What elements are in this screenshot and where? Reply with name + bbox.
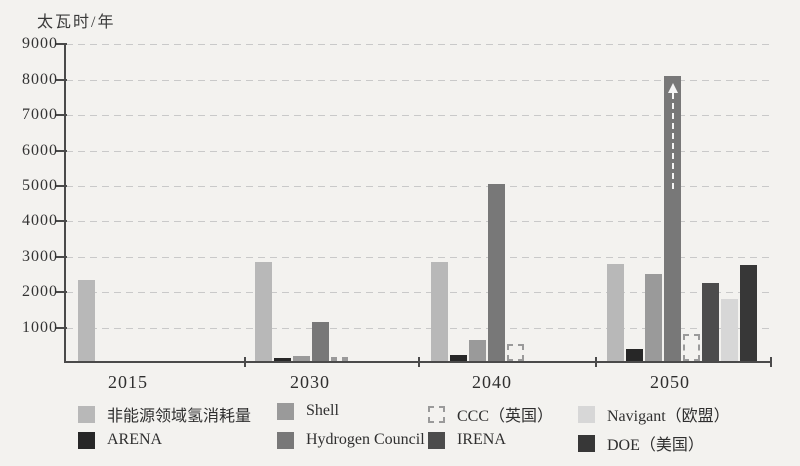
gridline <box>66 115 770 117</box>
bar-ARENA-2030 <box>273 358 291 361</box>
legend-label: DOE（美国） <box>607 437 704 454</box>
legend-label: 非能源领域氢消耗量 <box>107 408 252 425</box>
bar-ARENA-2040 <box>449 354 467 361</box>
legend-swatch-icon <box>277 402 294 420</box>
legend-swatch-icon <box>428 431 445 449</box>
bar-Navigant（欧盟）-2050 <box>721 299 738 361</box>
y-tick-label: 5000 <box>22 177 58 194</box>
bar-ARENA-2050 <box>626 348 643 361</box>
bar-DOE（美国）-2050 <box>740 265 757 361</box>
legend-swatch-icon <box>78 431 95 449</box>
bar-非能源领域氢消耗量-2050 <box>607 263 624 361</box>
gridline <box>66 186 770 187</box>
bar-CCC（英国）-2040 <box>506 344 524 361</box>
legend-label: CCC（英国） <box>457 408 554 425</box>
y-axis-tick <box>56 43 67 46</box>
gridline <box>66 44 770 46</box>
legend-swatch-icon <box>578 434 595 452</box>
legend-item-Navigant（欧盟）: Navigant（欧盟） <box>578 402 730 426</box>
y-axis-tick <box>56 220 67 223</box>
bar-非能源领域氢消耗量-2015 <box>77 279 95 361</box>
legend-item-IRENA: IRENA <box>428 431 506 449</box>
gridline <box>66 327 770 329</box>
bar-非能源领域氢消耗量-2030 <box>254 261 272 361</box>
gridline <box>66 256 770 258</box>
bar-CCC（英国）-2030 <box>330 357 348 361</box>
legend-label: ARENA <box>107 431 163 448</box>
legend-item-非能源领域氢消耗量: 非能源领域氢消耗量 <box>78 402 251 426</box>
gridline <box>66 292 770 294</box>
y-axis-tick <box>56 291 67 294</box>
gridline <box>66 221 770 223</box>
legend-label: Navigant（欧盟） <box>607 408 730 425</box>
plot-area: 1000 2000 3000 4000 5000 6000 7000 8000 9000 2015… <box>22 35 772 392</box>
bar-Shell-2040 <box>468 340 486 361</box>
y-tick-label: 9000 <box>22 35 58 53</box>
bar-Shell-2030 <box>292 355 310 361</box>
y-tick-label: 8000 <box>22 70 58 88</box>
y-axis-tick <box>56 114 67 117</box>
x-axis-tick <box>770 357 772 367</box>
legend-item-Hydrogen Council: Hydrogen Council <box>277 431 425 449</box>
y-axis-tick <box>56 326 67 329</box>
legend-swatch-icon <box>78 405 95 423</box>
x-axis-tick <box>244 357 246 367</box>
bar-Hydrogen Council-2040 <box>487 184 505 361</box>
legend-item-ARENA: ARENA <box>78 431 162 449</box>
x-axis-tick <box>418 357 420 367</box>
legend-swatch-icon <box>428 405 445 423</box>
bar-非能源领域氢消耗量-2040 <box>430 261 448 361</box>
bar-CCC（英国）-2050 <box>683 333 700 361</box>
y-axis-tick <box>56 255 67 258</box>
legend-item-DOE（美国）: DOE（美国） <box>578 431 704 455</box>
bar-Hydrogen Council-2030 <box>311 322 329 361</box>
legend-swatch-icon <box>578 405 595 423</box>
legend-swatch-icon <box>277 431 294 449</box>
y-tick-label: 6000 <box>22 141 58 159</box>
legend-label: Hydrogen Council <box>306 431 425 448</box>
y-axis-tick <box>56 78 67 81</box>
arrow-head-icon <box>667 83 678 94</box>
arrow-stem <box>671 93 674 190</box>
y-tick-label: 2000 <box>22 283 58 301</box>
legend-label: Shell <box>306 402 339 419</box>
bar-Hydrogen Council-2050 <box>664 76 681 361</box>
y-axis-tick <box>56 185 67 187</box>
y-axis-unit-label: 太瓦时/年 <box>37 14 116 31</box>
x-tick-label-2015: 2015 <box>108 372 148 392</box>
gridline <box>66 79 770 81</box>
y-tick-label: 1000 <box>22 318 58 336</box>
x-tick-label-2040: 2040 <box>472 372 512 392</box>
overflow-up-arrow-icon <box>667 83 678 190</box>
x-axis-tick <box>595 357 597 367</box>
bar-Shell-2050 <box>645 274 662 361</box>
y-tick-label: 3000 <box>22 247 58 265</box>
y-tick-label: 4000 <box>22 212 58 230</box>
legend-item-Shell: Shell <box>277 402 339 420</box>
y-axis-tick <box>56 149 67 152</box>
bar-IRENA-2050 <box>702 283 719 361</box>
x-tick-label-2030: 2030 <box>290 372 330 392</box>
y-tick-label: 7000 <box>22 106 58 124</box>
x-tick-label-2050: 2050 <box>650 372 690 392</box>
legend-label: IRENA <box>457 431 506 448</box>
gridline <box>66 150 770 152</box>
legend-item-CCC（英国）: CCC（英国） <box>428 402 553 426</box>
